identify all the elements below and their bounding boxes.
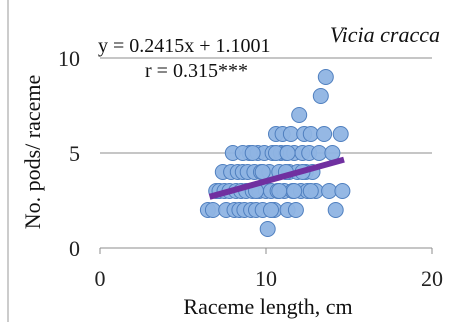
data-point	[317, 69, 334, 85]
data-point	[332, 126, 349, 142]
y-axis-label: No. pods/ raceme	[20, 75, 45, 230]
data-point	[271, 183, 288, 199]
data-point	[254, 164, 271, 180]
data-point	[263, 202, 279, 218]
data-point	[244, 145, 261, 161]
data-points	[199, 69, 351, 237]
data-point	[302, 126, 319, 142]
data-point	[282, 126, 299, 142]
regression-equation: y = 0.2415x + 1.1001	[98, 35, 271, 57]
trendline-group	[208, 156, 345, 200]
x-tick-label: 0	[95, 266, 106, 291]
x-tick-label: 10	[255, 266, 277, 291]
data-point	[286, 183, 303, 199]
tick-labels: 0 10 20 0 5 10	[58, 46, 443, 291]
data-point	[287, 202, 304, 218]
data-point	[291, 107, 308, 123]
axes	[7, 0, 433, 322]
data-point	[334, 183, 351, 199]
data-point	[316, 126, 333, 142]
correlation-coefficient: r = 0.315***	[145, 60, 248, 82]
x-tick-label: 20	[421, 266, 443, 291]
data-point	[327, 202, 344, 218]
data-point	[324, 145, 341, 161]
data-point	[279, 145, 296, 161]
data-point	[302, 183, 319, 199]
x-axis-label: Raceme length, cm	[183, 294, 352, 319]
data-point	[321, 183, 338, 199]
y-tick-label: 10	[58, 46, 80, 71]
y-tick-label: 5	[69, 141, 80, 166]
data-point	[312, 88, 329, 104]
species-label: Vicia cracca	[330, 22, 440, 47]
data-point	[259, 221, 276, 237]
trendline	[208, 156, 345, 200]
data-point	[311, 145, 328, 161]
y-tick-label: 0	[69, 236, 80, 261]
data-point	[204, 202, 221, 218]
